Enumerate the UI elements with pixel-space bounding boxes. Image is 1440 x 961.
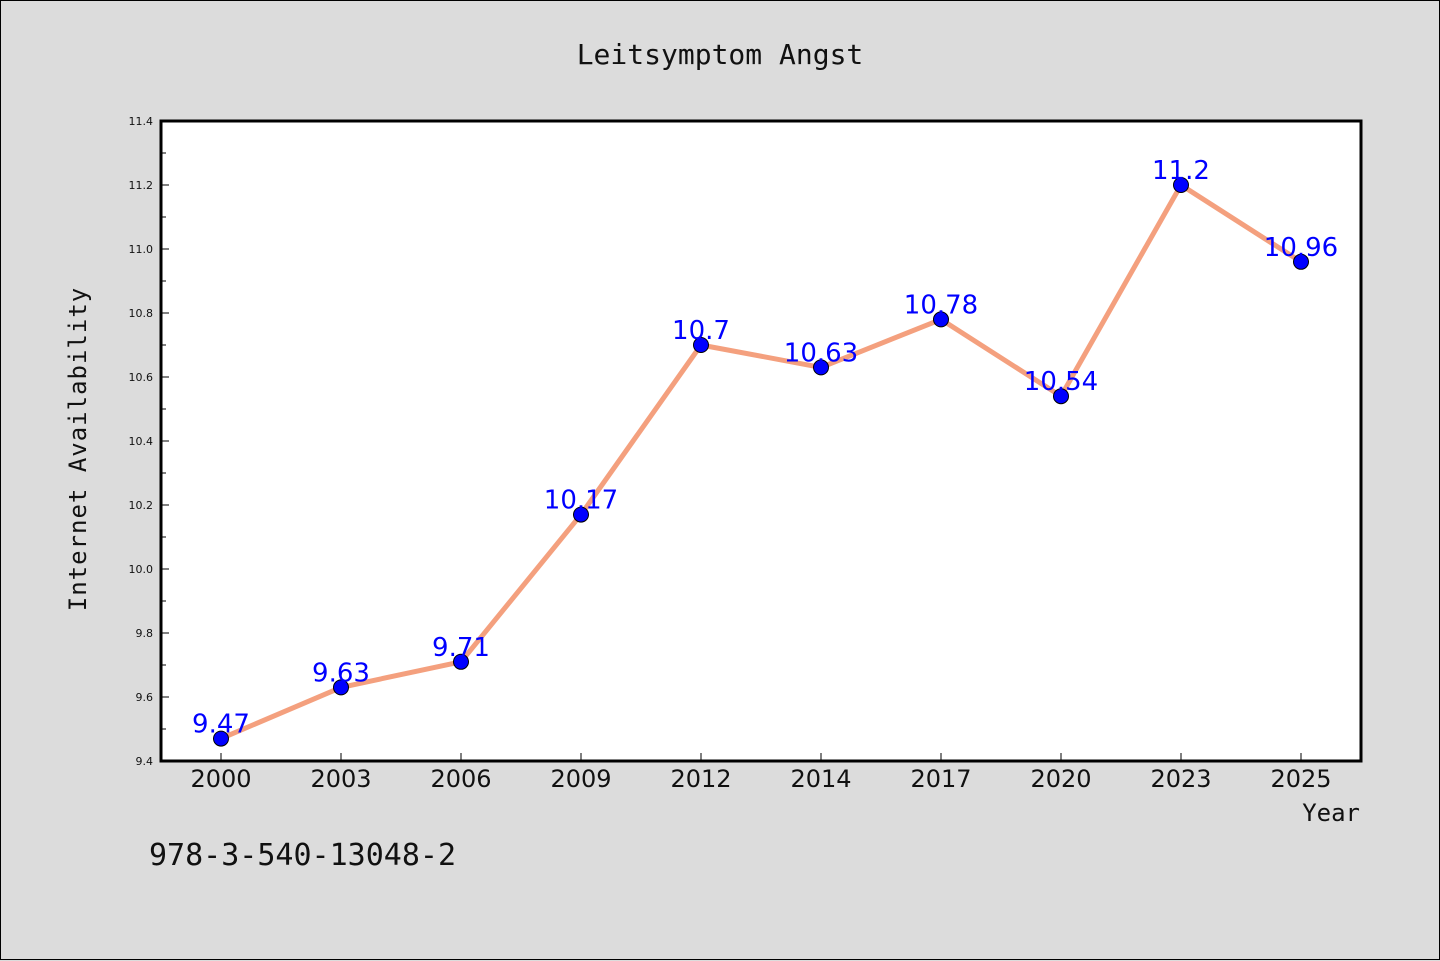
- x-tick-label: 2012: [670, 765, 731, 793]
- data-label: 11.2: [1152, 156, 1210, 186]
- y-axis: 9.4 9.6 9.8 10.0 10.2 10.4 10.6 10.8 11.0 11.2 11.…: [129, 115, 169, 768]
- y-tick-label: 9.8: [136, 627, 154, 640]
- series-line: [220, 182, 1303, 741]
- data-label: 10.17: [544, 486, 618, 516]
- data-point: [213, 730, 229, 747]
- x-axis-label: Year: [1302, 799, 1360, 827]
- y-tick-label: 10.2: [129, 499, 154, 512]
- data-label: 10.7: [672, 316, 730, 346]
- data-point: [333, 679, 349, 696]
- chart-title: Leitsymptom Angst: [577, 38, 864, 71]
- x-tick-label: 2000: [190, 765, 251, 793]
- y-tick-label: 11.0: [129, 243, 154, 256]
- y-tick-label: 11.4: [129, 115, 154, 128]
- y-tick-label: 10.6: [129, 371, 154, 384]
- y-tick-label: 10.0: [129, 563, 154, 576]
- x-tick-label: 2014: [790, 765, 851, 793]
- y-tick-label: 9.4: [136, 755, 154, 768]
- data-label: 10.54: [1024, 367, 1098, 397]
- data-label: 9.63: [312, 658, 370, 688]
- x-tick-label: 2020: [1030, 765, 1091, 793]
- plot-area: [159, 119, 1363, 763]
- data-label: 10.78: [904, 290, 978, 320]
- x-tick-label: 2025: [1270, 765, 1331, 793]
- y-tick-label: 9.6: [136, 691, 154, 704]
- data-label: 10.96: [1264, 233, 1338, 263]
- x-tick-label: 2009: [550, 765, 611, 793]
- data-point: [573, 506, 589, 523]
- data-point: [933, 311, 949, 328]
- data-point: [693, 337, 709, 353]
- y-tick-label: 10.8: [129, 307, 154, 320]
- series-group: [213, 177, 1309, 747]
- x-tick-label: 2006: [430, 765, 491, 793]
- x-tick-label: 2003: [310, 765, 371, 793]
- y-tick-label: 11.2: [129, 179, 154, 192]
- x-tick-label: 2017: [910, 765, 971, 793]
- data-labels: 9.47 9.63 9.71 10.17 10.7 10.63 10.78 10.54 11.2…: [192, 156, 1338, 740]
- data-point: [1293, 253, 1309, 270]
- data-label: 9.47: [192, 710, 250, 740]
- data-point: [453, 653, 469, 670]
- data-point: [1053, 388, 1069, 405]
- data-label: 10.63: [784, 338, 858, 368]
- y-axis-label: Internet Availability: [64, 287, 92, 611]
- x-axis: 2000 2003 2006 2009 2012 2014 2017 2020 2023 2025: [190, 753, 1332, 793]
- isbn-footer: 978-3-540-13048-2: [149, 838, 456, 873]
- data-label: 9.71: [432, 633, 490, 663]
- y-tick-label: 10.4: [129, 435, 154, 448]
- data-point: [1173, 177, 1189, 193]
- x-tick-label: 2023: [1150, 765, 1211, 793]
- data-point: [813, 359, 829, 376]
